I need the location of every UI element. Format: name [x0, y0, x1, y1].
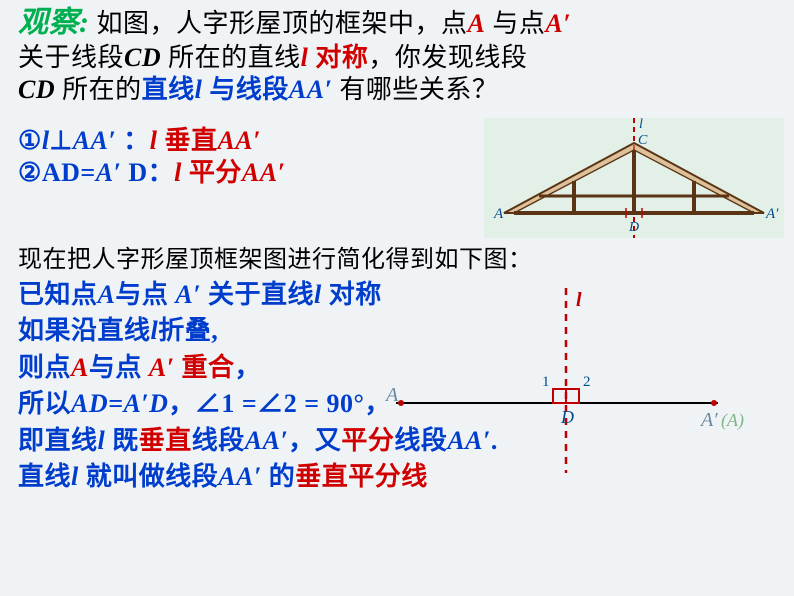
angle-2: 2: [583, 374, 591, 390]
roof-label-A: A: [493, 206, 504, 222]
simplify-text: 现在把人字形屋顶框架图进行简化得到如下图：: [18, 245, 776, 275]
point-D: D: [560, 407, 574, 427]
line-l-label: l: [576, 289, 582, 311]
point-A: A: [384, 384, 399, 406]
line-diagram: 1 2 l A D A′ (A): [346, 288, 756, 473]
point-Ap: A′: [699, 409, 718, 431]
roof-diagram: l C A A′ D: [484, 118, 784, 238]
angle-1: 1: [542, 374, 550, 390]
roof-label-Ap: A′: [765, 206, 779, 222]
roof-label-C: C: [638, 133, 648, 148]
observe-label: 观察:: [18, 6, 90, 39]
point-ApA: (A): [721, 410, 744, 431]
roof-label-D: D: [628, 220, 639, 235]
header-line-3: CD 所在的直线l 与线段AA′ 有哪些关系？: [18, 74, 776, 107]
header-line-2: 关于线段CD 所在的直线l 对称，你发现线段: [18, 42, 776, 75]
header-line-1: 观察: 如图，人字形屋顶的框架中，点A 与点A′: [18, 4, 776, 42]
roof-label-l: l: [639, 118, 643, 132]
